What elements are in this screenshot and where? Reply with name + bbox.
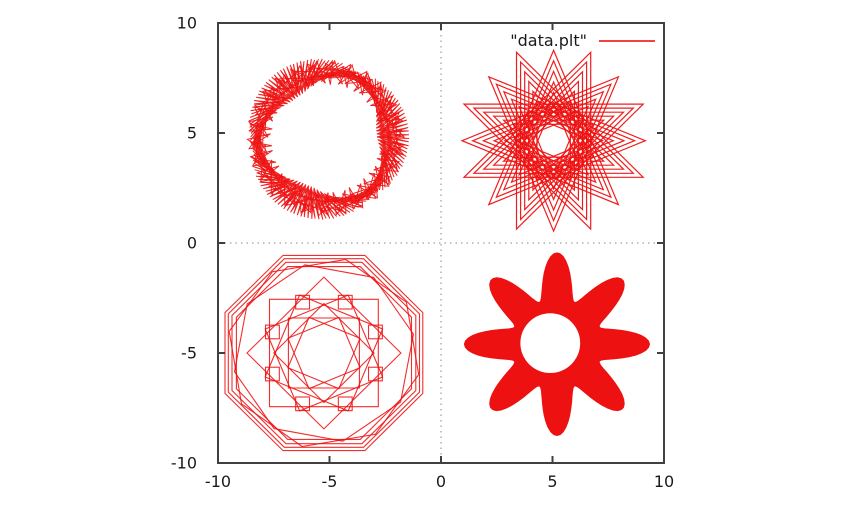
y-tick-label: -5 (181, 344, 197, 363)
figure-nested-eight-point-star (460, 48, 647, 233)
x-tick-label: -5 (322, 472, 338, 491)
legend-line-sample (599, 40, 655, 42)
legend: "data.plt" (440, 32, 655, 50)
curves (224, 48, 651, 452)
x-tick-label: 10 (654, 472, 674, 491)
figure-petal-flower (463, 252, 651, 437)
figure-fuzzy-ring (246, 58, 410, 220)
x-tick-label: -10 (205, 472, 231, 491)
legend-label: "data.plt" (510, 31, 587, 50)
axis-ticks (217, 22, 665, 464)
x-tick-label: 0 (436, 472, 446, 491)
y-tick-label: 0 (187, 234, 197, 253)
y-tick-label: -10 (171, 454, 197, 473)
x-tick-label: 5 (547, 472, 557, 491)
y-tick-label: 5 (187, 124, 197, 143)
axis-tick-labels: -10 -5 0 5 10 -10 -5 0 5 10 (171, 14, 674, 492)
zero-axis-lines (219, 24, 663, 462)
y-tick-label: 10 (177, 14, 197, 33)
figure-octagon-rosette (224, 254, 424, 452)
